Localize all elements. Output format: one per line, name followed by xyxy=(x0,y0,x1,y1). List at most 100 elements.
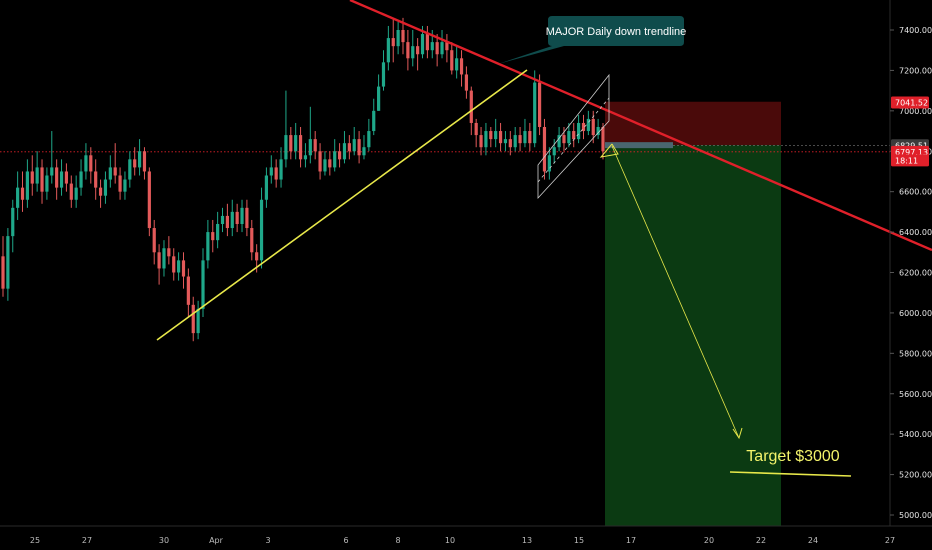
target-label: Target $3000 xyxy=(746,448,840,465)
candle-body xyxy=(113,167,117,176)
candle-body xyxy=(318,151,322,172)
candle-body xyxy=(191,304,195,334)
profit-target-zone xyxy=(605,145,781,526)
x-axis-ticks: 25 27 30 Apr 3 6 8 10 13 15 17 20 22 24 27 xyxy=(30,536,895,545)
candle-body xyxy=(250,228,254,253)
price-tag-label: 6829.51 xyxy=(895,141,928,150)
candle-body xyxy=(577,122,581,140)
candle-body xyxy=(84,155,88,172)
y-tick-label: 7200.00 xyxy=(899,66,932,75)
candle-body xyxy=(372,110,376,132)
candle-body xyxy=(137,151,142,168)
candle-body xyxy=(11,207,15,237)
candle-body xyxy=(425,34,429,51)
x-tick-label: 27 xyxy=(885,536,895,545)
y-tick-label: 7000.00 xyxy=(899,107,932,116)
candle-body xyxy=(298,135,303,160)
candle-body xyxy=(152,228,156,253)
candle-body xyxy=(30,171,34,184)
trendline-label: MAJOR Daily down trendline xyxy=(546,26,687,38)
candle-body xyxy=(294,135,298,152)
candle-body xyxy=(133,159,137,168)
candle-body xyxy=(269,167,273,176)
candle-body xyxy=(45,175,49,192)
y-tick-label: 6000.00 xyxy=(899,309,932,318)
candle-body xyxy=(59,171,64,188)
candle-body xyxy=(542,127,547,172)
candle-body xyxy=(537,82,542,127)
candle-body xyxy=(74,187,78,200)
candle-body xyxy=(420,34,425,55)
x-tick-label: 17 xyxy=(626,536,636,545)
candle-body xyxy=(581,122,586,132)
candle-body xyxy=(181,260,186,277)
projection-line xyxy=(611,145,740,439)
candle-body xyxy=(601,127,605,152)
candle-body xyxy=(440,42,444,55)
candle-body xyxy=(508,139,512,148)
candle-body xyxy=(245,207,249,229)
candle-body xyxy=(455,58,459,71)
candle-body xyxy=(172,256,176,273)
candle-body xyxy=(445,42,449,51)
candle-body xyxy=(89,155,93,172)
trade-zones xyxy=(605,101,781,526)
candle-body xyxy=(167,248,171,257)
y-tick-label: 6200.00 xyxy=(899,269,932,278)
major-down-trendline xyxy=(349,0,932,252)
candle-body xyxy=(459,58,464,75)
target-level-line xyxy=(729,471,852,477)
candlestick-series xyxy=(1,17,605,342)
candle-body xyxy=(328,159,332,168)
candle-body xyxy=(308,139,312,156)
candle-body xyxy=(591,118,595,136)
candle-body xyxy=(528,131,532,144)
x-tick-label: 24 xyxy=(808,536,818,545)
candle-body xyxy=(552,147,556,156)
price-tag-label: 7041.52 xyxy=(895,98,928,107)
candle-body xyxy=(572,131,576,140)
candle-body xyxy=(469,90,473,123)
candle-body xyxy=(498,131,503,144)
x-tick-label: 3 xyxy=(265,536,270,545)
x-tick-label: 30 xyxy=(159,536,169,545)
candle-body xyxy=(123,179,127,192)
candle-body xyxy=(20,187,25,200)
candle-body xyxy=(337,151,342,160)
x-tick-label: 20 xyxy=(704,536,714,545)
x-tick-label: 6 xyxy=(343,536,348,545)
candle-body xyxy=(406,42,410,59)
candle-body xyxy=(274,167,278,180)
candle-body xyxy=(381,62,386,87)
candle-body xyxy=(494,131,498,140)
candle-body xyxy=(313,139,317,152)
candle-body xyxy=(435,42,439,55)
candle-body xyxy=(391,38,395,47)
candle-body xyxy=(1,256,5,289)
candle-body xyxy=(220,215,225,224)
candle-body xyxy=(162,248,166,269)
candle-body xyxy=(484,131,488,148)
candle-body xyxy=(347,143,351,152)
candle-body xyxy=(230,211,234,229)
projection-arrow-start xyxy=(599,143,619,158)
candle-body xyxy=(98,187,103,196)
candle-body xyxy=(206,232,210,261)
candle-body xyxy=(284,135,288,160)
x-tick-label: 27 xyxy=(82,536,92,545)
candle-body xyxy=(352,139,356,152)
candle-body xyxy=(386,38,390,63)
candle-body xyxy=(211,232,215,241)
y-tick-label: 6400.00 xyxy=(899,228,932,237)
x-tick-label: 15 xyxy=(574,536,584,545)
candle-body xyxy=(367,131,371,148)
candle-body xyxy=(235,211,239,224)
candle-body xyxy=(503,139,508,144)
candle-body xyxy=(479,135,483,148)
candle-body xyxy=(142,151,147,172)
callout-bubble xyxy=(498,16,684,64)
y-tick-label: 5400.00 xyxy=(899,430,932,439)
